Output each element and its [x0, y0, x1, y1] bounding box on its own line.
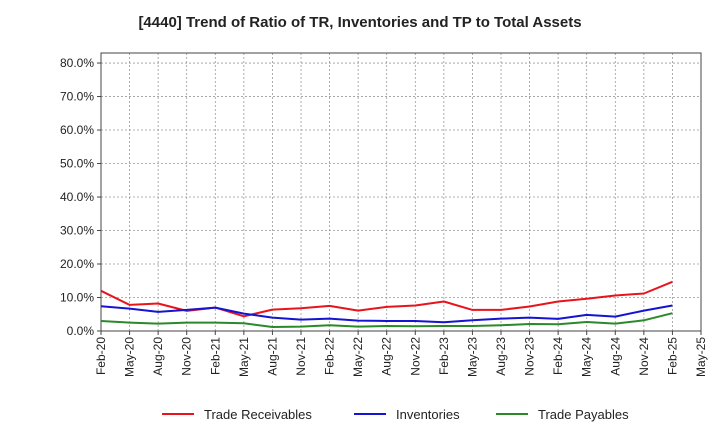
legend-label: Inventories: [396, 407, 460, 422]
y-tick-label: 10.0%: [60, 291, 94, 305]
y-tick-label: 60.0%: [60, 123, 94, 137]
y-tick-label: 70.0%: [60, 90, 94, 104]
x-tick-label: Aug-23: [494, 337, 508, 376]
x-tick-label: Feb-20: [94, 337, 108, 375]
x-tick-label: Feb-24: [551, 337, 565, 375]
x-tick-label: Nov-24: [637, 337, 651, 376]
x-tick-label: Feb-23: [437, 337, 451, 375]
x-tick-label: Aug-20: [151, 337, 165, 376]
y-tick-label: 50.0%: [60, 157, 94, 171]
x-tick-label: Feb-22: [323, 337, 337, 375]
y-tick-label: 20.0%: [60, 257, 94, 271]
chart-title: [4440] Trend of Ratio of TR, Inventories…: [138, 14, 582, 31]
x-tick-label: May-25: [694, 337, 708, 377]
x-tick-label: Aug-21: [265, 337, 279, 376]
series-line-inventories: [100, 304, 673, 324]
y-tick-label: 0.0%: [67, 324, 95, 338]
y-tick-label: 80.0%: [60, 56, 94, 70]
x-tick-label: Feb-21: [208, 337, 222, 375]
x-tick-label: May-22: [351, 337, 365, 377]
y-tick-label: 30.0%: [60, 224, 94, 238]
legend-label: Trade Receivables: [204, 407, 312, 422]
x-tick-label: Aug-22: [380, 337, 394, 376]
legend-label: Trade Payables: [538, 407, 629, 422]
x-tick-label: May-21: [237, 337, 251, 377]
plot-frame: [100, 52, 702, 332]
x-tick-label: May-23: [465, 337, 479, 377]
series-line-trade-payables: [100, 312, 673, 328]
y-tick-label: 40.0%: [60, 190, 94, 204]
x-tick-label: Nov-23: [523, 337, 537, 376]
x-tick-label: May-24: [580, 337, 594, 377]
x-tick-label: Nov-22: [408, 337, 422, 376]
x-tick-label: Nov-21: [294, 337, 308, 376]
x-tick-label: Nov-20: [180, 337, 194, 376]
plot-area: [101, 53, 701, 331]
x-tick-label: Feb-25: [665, 337, 679, 375]
x-tick-label: Aug-24: [608, 337, 622, 376]
x-tick-label: May-20: [123, 337, 137, 377]
